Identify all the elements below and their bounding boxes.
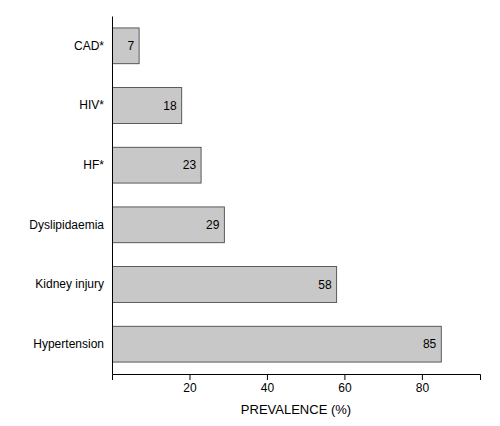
tick-label: CAD* [74, 39, 104, 53]
tick-mark [189, 374, 190, 380]
bar [112, 326, 441, 362]
tick: HIV* [79, 98, 104, 112]
tick: Kidney injury [35, 277, 104, 291]
bars [112, 28, 441, 362]
y-axis: CAD* HIV* HF* Dyslipidaemia Kidney injury Hyp… [29, 17, 112, 375]
chart-svg: 20 40 60 80 CAD* HIV* HF* Dyslipidaemia Kidney i… [0, 0, 500, 426]
data-label: 58 [318, 278, 332, 292]
bar [112, 147, 201, 183]
bar [112, 28, 139, 64]
tick-label: 40 [261, 381, 275, 395]
tick-label: 20 [183, 381, 197, 395]
bar [112, 207, 224, 243]
plot-area: 20 40 60 80 CAD* HIV* HF* Dyslipidaemia Kidney i… [29, 17, 480, 395]
data-label: 29 [206, 218, 220, 232]
chart-container: 20 40 60 80 CAD* HIV* HF* Dyslipidaemia Kidney i… [0, 0, 500, 426]
data-label: 7 [127, 39, 134, 53]
data-label: 18 [163, 99, 177, 113]
tick: 40 [261, 374, 275, 395]
x-axis-title: PREVALENCE (%) [241, 402, 351, 417]
tick-label: 80 [416, 381, 430, 395]
tick-label: Dyslipidaemia [29, 218, 104, 232]
tick-mark [344, 374, 345, 380]
axis-line [113, 375, 481, 381]
tick: Dyslipidaemia [29, 218, 104, 232]
tick-label: 60 [338, 381, 352, 395]
tick: 60 [338, 374, 352, 395]
tick: Hypertension [33, 337, 104, 351]
tick-label: Kidney injury [35, 277, 104, 291]
tick-label: HIV* [79, 98, 104, 112]
tick-label: Hypertension [33, 337, 104, 351]
bar [112, 267, 337, 303]
x-axis: 20 40 60 80 [113, 374, 481, 395]
data-labels: 85 58 29 23 18 7 [127, 39, 436, 351]
tick-label: HF* [83, 158, 104, 172]
bar [112, 88, 182, 124]
data-label: 85 [423, 337, 437, 351]
tick: CAD* [74, 39, 104, 53]
tick: 20 [183, 374, 197, 395]
tick-mark [267, 374, 268, 380]
tick: 80 [416, 374, 430, 395]
tick: HF* [83, 158, 104, 172]
axis-line [112, 17, 113, 375]
tick-mark [422, 374, 423, 380]
data-label: 23 [183, 158, 197, 172]
